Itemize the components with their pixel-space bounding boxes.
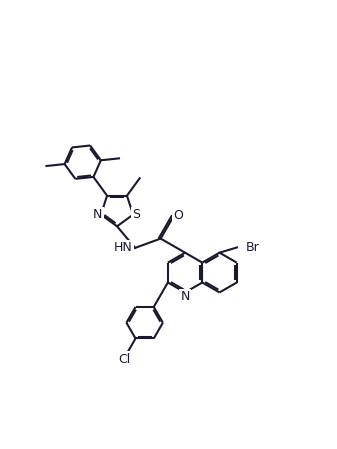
Text: N: N <box>93 208 102 221</box>
Text: HN: HN <box>114 242 132 255</box>
Text: S: S <box>132 208 141 221</box>
Text: Cl: Cl <box>119 353 131 366</box>
Text: Br: Br <box>245 241 259 254</box>
Text: N: N <box>180 290 190 303</box>
Text: O: O <box>173 209 183 222</box>
